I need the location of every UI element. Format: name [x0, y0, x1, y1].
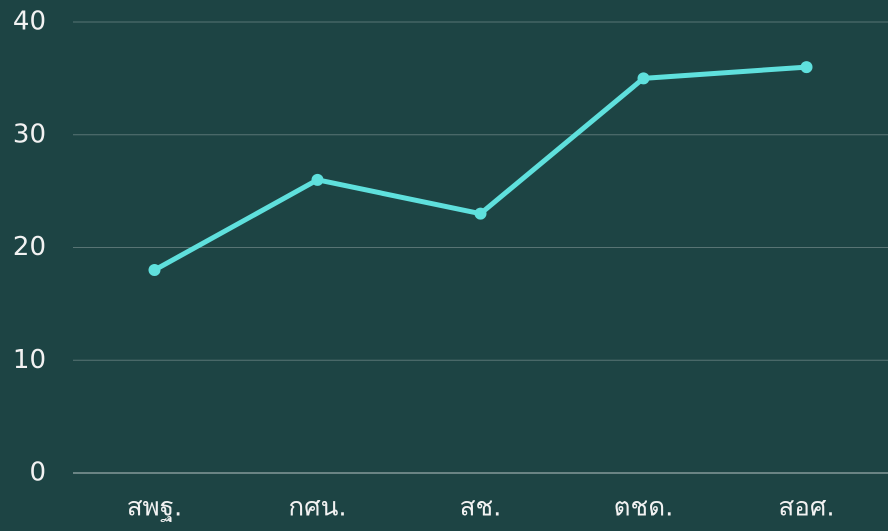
y-tick-label: 10: [13, 345, 46, 375]
y-tick-label: 40: [13, 7, 46, 37]
x-tick-label: สพฐ.: [127, 493, 183, 523]
x-tick-label: ตชด.: [614, 493, 674, 523]
point: [474, 207, 487, 220]
x-tick-label: สช.: [460, 493, 502, 523]
point: [148, 264, 161, 277]
x-tick-label: สอศ.: [778, 493, 834, 523]
x-tick-label: กศน.: [288, 493, 346, 523]
y-tick-label: 20: [13, 232, 46, 262]
point: [311, 173, 324, 186]
point: [637, 72, 650, 85]
y-tick-label: 0: [29, 458, 46, 488]
y-tick-label: 30: [13, 119, 46, 149]
point: [800, 61, 813, 74]
